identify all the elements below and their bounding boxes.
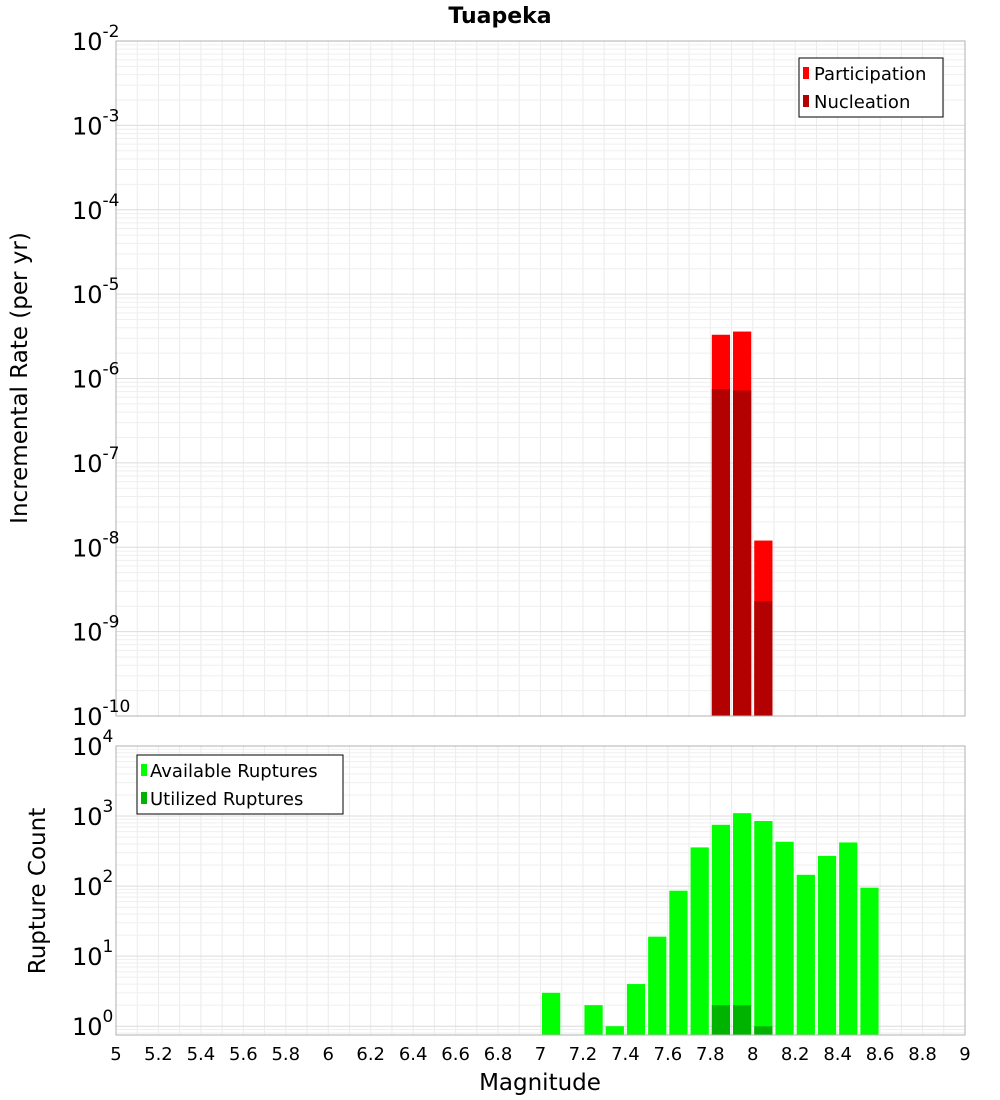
x-tick-label: 8.6 bbox=[866, 1044, 895, 1065]
x-axis-label: Magnitude bbox=[479, 1070, 601, 1096]
rate-y-tick-labels: 10-2 10-3 10-4 10-5 10-6 10-7 10-8 10-9 10-10 bbox=[72, 22, 130, 731]
rate-y-tick-label: 10-10 bbox=[72, 697, 130, 731]
count-y-tick-label: 104 bbox=[72, 727, 113, 761]
count-y-tick-exponent: 0 bbox=[103, 1007, 114, 1027]
count-bar-available-ruptures bbox=[626, 984, 646, 1035]
rate-panel: 10-2 10-3 10-4 10-5 10-6 10-7 10-8 10-9 10-10 In… bbox=[7, 22, 966, 731]
rate-y-tick-label: 10-7 bbox=[72, 444, 120, 478]
count-bar-utilized-ruptures bbox=[711, 1005, 731, 1035]
count-y-axis-label: Rupture Count bbox=[25, 808, 51, 974]
rate-gridlines bbox=[115, 40, 966, 717]
x-tick-label: 9 bbox=[959, 1044, 970, 1065]
count-bar-available-ruptures bbox=[733, 813, 752, 1035]
x-tick-label: 7.8 bbox=[696, 1044, 725, 1065]
rate-y-tick-label: 10-6 bbox=[72, 360, 120, 394]
count-bar-available-ruptures bbox=[839, 842, 858, 1035]
rate-legend-box bbox=[798, 57, 944, 118]
rate-y-tick-label: 10-3 bbox=[72, 106, 120, 140]
rate-y-tick-exponent: -10 bbox=[103, 697, 131, 717]
x-tick-label: 7.6 bbox=[654, 1044, 683, 1065]
nucleation-legend-label: Nucleation bbox=[814, 92, 910, 113]
rate-y-tick-exponent: -3 bbox=[103, 106, 120, 126]
count-bar-available-ruptures bbox=[648, 936, 667, 1035]
nucleation-legend-swatch bbox=[803, 95, 809, 107]
rate-y-tick-label: 10-8 bbox=[72, 528, 120, 562]
x-tick-label: 5.2 bbox=[144, 1044, 173, 1065]
participation-legend-label: Participation bbox=[814, 64, 926, 85]
x-tick-label: 6.6 bbox=[441, 1044, 470, 1065]
x-tick-label: 5.6 bbox=[229, 1044, 258, 1065]
x-tick-label: 5.4 bbox=[187, 1044, 216, 1065]
count-bar-available-ruptures bbox=[754, 821, 773, 1035]
utilized-legend-label: Utilized Ruptures bbox=[150, 789, 303, 810]
count-bar-available-ruptures bbox=[690, 847, 709, 1035]
count-y-tick-label: 103 bbox=[72, 797, 113, 831]
chart-title: Tuapeka bbox=[448, 4, 551, 29]
count-bar-available-ruptures bbox=[669, 890, 688, 1035]
rate-y-tick-exponent: -6 bbox=[103, 360, 120, 380]
count-bar-available-ruptures bbox=[860, 887, 879, 1035]
rate-y-tick-exponent: -2 bbox=[103, 22, 120, 42]
count-bar-available-ruptures bbox=[817, 855, 837, 1035]
rate-y-tick-label: 10-5 bbox=[72, 275, 120, 309]
x-tick-label: 6.4 bbox=[399, 1044, 428, 1065]
rate-y-tick-exponent: -4 bbox=[103, 191, 120, 211]
rate-bars bbox=[711, 331, 773, 716]
x-tick-label: 5 bbox=[110, 1044, 121, 1065]
x-tick-label: 6.2 bbox=[356, 1044, 385, 1065]
count-bars bbox=[542, 813, 879, 1035]
count-bar-available-ruptures bbox=[584, 1005, 603, 1035]
x-tick-label: 7 bbox=[535, 1044, 546, 1065]
count-y-tick-exponent: 3 bbox=[103, 797, 114, 817]
count-y-tick-exponent: 2 bbox=[103, 867, 114, 887]
count-y-tick-exponent: 4 bbox=[103, 727, 114, 747]
rate-legend: Participation Nucleation bbox=[798, 57, 944, 118]
count-y-tick-label: 101 bbox=[72, 937, 113, 971]
x-tick-labels: 5 5.2 5.4 5.6 5.8 6 6.2 6.4 6.6 6.8 7 7.2 7.4 7.6 7.8 8… bbox=[110, 1044, 970, 1065]
x-tick-label: 6 bbox=[323, 1044, 334, 1065]
x-tick-label: 8.2 bbox=[781, 1044, 810, 1065]
count-bar-utilized-ruptures bbox=[733, 1005, 752, 1035]
x-tick-label: 5.8 bbox=[271, 1044, 300, 1065]
x-tick-label: 8 bbox=[747, 1044, 758, 1065]
rate-y-tick-label: 10-2 bbox=[72, 22, 120, 56]
available-legend-swatch bbox=[141, 764, 147, 776]
count-legend-box bbox=[136, 754, 344, 815]
rate-bar-nucleation bbox=[711, 389, 731, 716]
count-bar-available-ruptures bbox=[605, 1026, 624, 1035]
rate-plot-border bbox=[115, 40, 966, 717]
rate-y-tick-exponent: -9 bbox=[103, 613, 120, 633]
rate-y-tick-exponent: -8 bbox=[103, 528, 120, 548]
count-y-tick-label: 100 bbox=[72, 1007, 113, 1041]
count-bar-available-ruptures bbox=[775, 841, 794, 1035]
participation-legend-swatch bbox=[803, 67, 809, 79]
count-bar-available-ruptures bbox=[542, 992, 561, 1035]
count-bar-utilized-ruptures bbox=[754, 1026, 773, 1035]
x-tick-label: 7.2 bbox=[569, 1044, 598, 1065]
rate-bar-nucleation bbox=[754, 601, 773, 716]
count-y-tick-exponent: 1 bbox=[103, 937, 114, 957]
count-plot-border bbox=[115, 745, 966, 1036]
rate-y-tick-label: 10-9 bbox=[72, 613, 120, 647]
count-bar-available-ruptures bbox=[796, 874, 815, 1035]
x-tick-label: 8.4 bbox=[823, 1044, 852, 1065]
count-bar-available-ruptures bbox=[711, 824, 731, 1035]
x-tick-label: 8.8 bbox=[908, 1044, 937, 1065]
x-tick-label: 6.8 bbox=[484, 1044, 513, 1065]
rate-y-tick-exponent: -5 bbox=[103, 275, 120, 295]
rate-y-tick-exponent: -7 bbox=[103, 444, 120, 464]
count-y-tick-label: 102 bbox=[72, 867, 113, 901]
count-legend: Available Ruptures Utilized Ruptures bbox=[136, 754, 344, 815]
x-tick-label: 7.4 bbox=[611, 1044, 640, 1065]
rate-y-axis-label: Incremental Rate (per yr) bbox=[7, 232, 33, 524]
utilized-legend-swatch bbox=[141, 792, 147, 804]
rate-bar-nucleation bbox=[733, 390, 752, 716]
available-legend-label: Available Ruptures bbox=[150, 761, 318, 782]
rate-y-tick-label: 10-4 bbox=[72, 191, 120, 225]
